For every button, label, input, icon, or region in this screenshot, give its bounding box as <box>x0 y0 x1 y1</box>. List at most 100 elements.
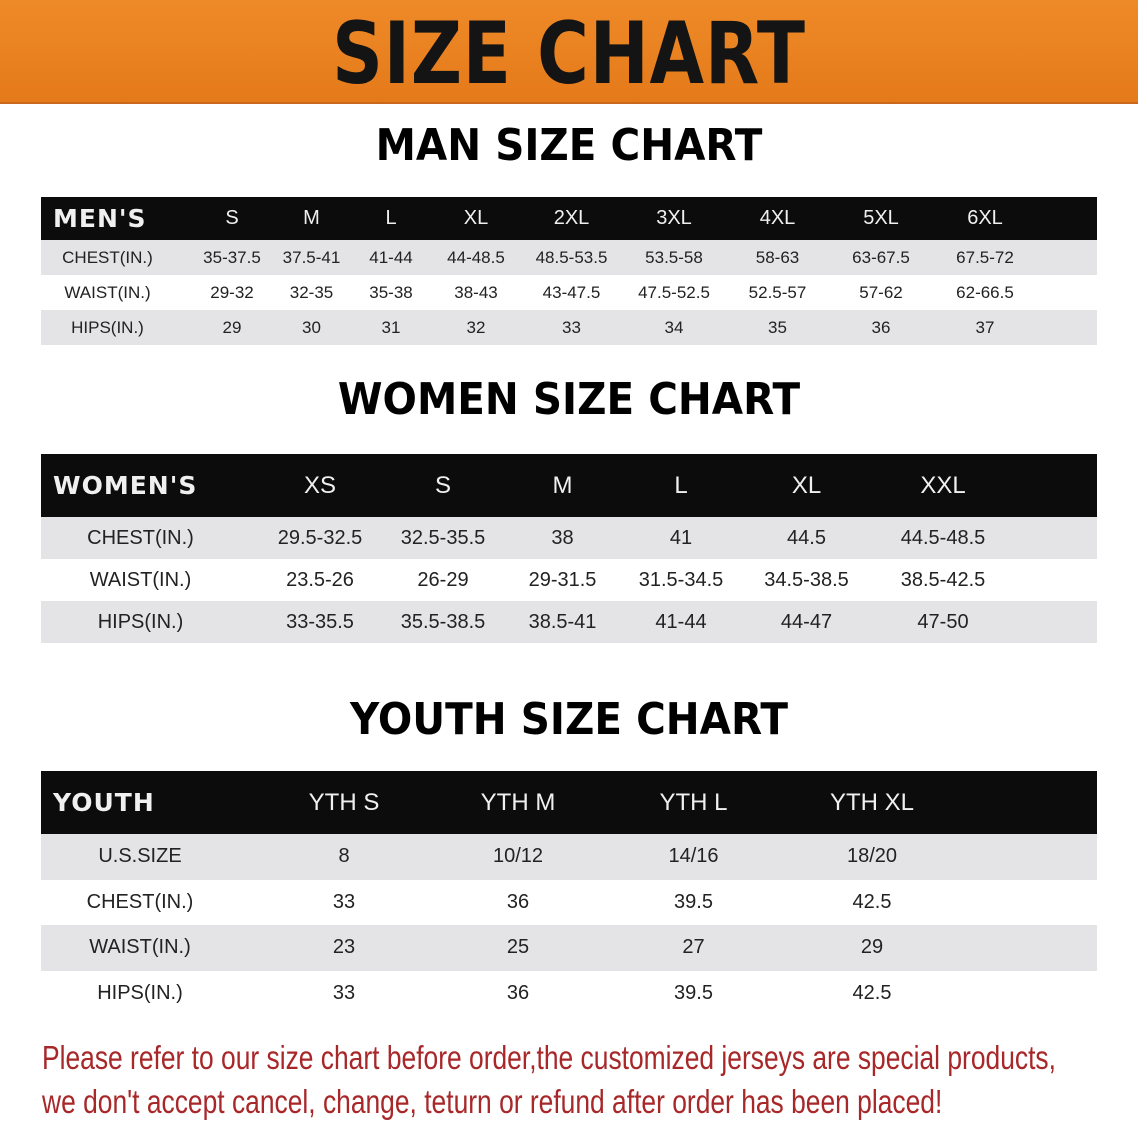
table-cell: 29 <box>222 317 242 337</box>
table-cell: 67.5-72 <box>956 247 1014 267</box>
table-cell: 29 <box>860 936 884 959</box>
table-cell: 18/20 <box>846 845 898 868</box>
table-cell: 38.5-41 <box>528 610 597 633</box>
table-cell: 39.5 <box>674 981 713 1004</box>
row-label: U.S.SIZE <box>98 845 182 868</box>
table-cell: 14/16 <box>668 845 719 868</box>
size-header: XL <box>463 207 489 229</box>
table-cell: 38-43 <box>454 282 498 302</box>
table-cell: 10/12 <box>492 845 544 868</box>
order-note: Please refer to our size chart before or… <box>42 1036 1056 1124</box>
table-cell: 36 <box>506 890 530 913</box>
table-cell: 63-67.5 <box>852 247 910 267</box>
row-label: HIPS(IN.) <box>97 610 184 633</box>
row-label: HIPS(IN.) <box>97 981 183 1004</box>
table-cell: 32 <box>466 317 486 337</box>
row-label: WAIST(IN.) <box>64 282 151 302</box>
banner-title: SIZE CHART <box>332 4 806 104</box>
table-cell: 33 <box>332 981 356 1004</box>
table-cell: 34.5-38.5 <box>764 568 849 591</box>
table-row: CHEST(IN.) 29.5-32.5 32.5-35.5 38 41 44.5 44.5… <box>41 517 1097 559</box>
table-cell: 29-32 <box>210 282 254 302</box>
table-header-row: YOUTH YTH S YTH M YTH L YTH XL <box>41 771 1097 834</box>
size-header: 4XL <box>759 207 796 229</box>
table-row: WAIST(IN.) 23.5-26 26-29 29-31.5 31.5-34.5 34… <box>41 559 1097 601</box>
size-header: S <box>225 207 239 229</box>
table-cell: 44.5 <box>787 526 826 549</box>
table-cell: 27 <box>682 936 705 959</box>
table-cell: 41 <box>669 526 693 549</box>
table-cell: 44-47 <box>780 610 833 633</box>
table-cell: 37.5-41 <box>282 247 341 267</box>
row-label: WAIST(IN.) <box>89 568 192 591</box>
women-section-title: WOMEN SIZE CHART <box>337 374 801 425</box>
size-header: XXL <box>920 471 966 499</box>
table-row: WAIST(IN.) 23 25 27 29 <box>41 925 1097 971</box>
table-cell: 34 <box>664 317 684 337</box>
size-header: 2XL <box>553 207 590 229</box>
table-cell: 58-63 <box>755 247 800 267</box>
table-cell: 44.5-48.5 <box>900 526 986 549</box>
table-header-row: WOMEN'S XS S M L XL XXL <box>41 454 1097 517</box>
table-cell: 31 <box>381 317 401 337</box>
table-row: U.S.SIZE 8 10/12 14/16 18/20 <box>41 834 1097 880</box>
table-header-row: MEN'S S M L XL 2XL 3XL 4XL 5XL 6XL <box>41 197 1097 240</box>
table-cell: 29-31.5 <box>528 568 597 591</box>
table-cell: 52.5-57 <box>748 282 807 302</box>
row-label: CHEST(IN.) <box>86 890 194 913</box>
size-header: YTH L <box>659 788 728 816</box>
note-line-2: we don't accept cancel, change, teturn o… <box>42 1083 943 1120</box>
size-header: S <box>434 471 451 499</box>
size-header: XS <box>303 471 336 499</box>
banner: SIZE CHART <box>0 0 1138 104</box>
row-label: WAIST(IN.) <box>89 936 191 959</box>
table-cell: 8 <box>338 845 350 868</box>
size-header: YTH XL <box>829 788 915 816</box>
size-header: 5XL <box>863 207 899 229</box>
table-row: CHEST(IN.) 35-37.5 37.5-41 41-44 44-48.5 48.5… <box>41 240 1097 275</box>
table-cell: 36 <box>506 981 530 1004</box>
size-header: M <box>552 471 573 499</box>
table-cell: 32.5-35.5 <box>400 526 486 549</box>
table-row: HIPS(IN.) 33-35.5 35.5-38.5 38.5-41 41-44 44-… <box>41 601 1097 643</box>
men-size-table: MEN'S S M L XL 2XL 3XL 4XL 5XL 6XL CHEST(IN.) 35-37… <box>41 197 1097 345</box>
men-section-title: MAN SIZE CHART <box>375 120 763 171</box>
row-label: HIPS(IN.) <box>71 317 144 337</box>
header-label: MEN'S <box>53 204 147 233</box>
size-header: YTH S <box>308 788 380 816</box>
table-cell: 41-44 <box>369 247 413 267</box>
table-cell: 30 <box>302 317 321 337</box>
table-cell: 33 <box>562 317 581 337</box>
size-header: YTH M <box>480 788 556 816</box>
women-size-table: WOMEN'S XS S M L XL XXL CHEST(IN.) 29.5-32.5 32.5… <box>41 454 1097 643</box>
table-cell: 38 <box>551 526 574 549</box>
table-row: HIPS(IN.) 29 30 31 32 33 34 35 36 37 <box>41 310 1097 345</box>
size-header: M <box>303 207 320 229</box>
table-cell: 33-35.5 <box>286 610 354 633</box>
size-header: XL <box>791 471 822 499</box>
table-cell: 44-48.5 <box>447 247 505 267</box>
table-cell: 23.5-26 <box>286 568 354 591</box>
table-cell: 32-35 <box>289 282 334 302</box>
table-cell: 35-38 <box>369 282 413 302</box>
table-cell: 48.5-53.5 <box>535 247 608 267</box>
table-cell: 39.5 <box>674 890 713 913</box>
table-row: WAIST(IN.) 29-32 32-35 35-38 38-43 43-47.5 47.… <box>41 275 1097 310</box>
table-cell: 26-29 <box>417 568 469 591</box>
size-header: 6XL <box>967 207 1003 229</box>
table-cell: 35 <box>768 317 787 337</box>
table-row: HIPS(IN.) 33 36 39.5 42.5 <box>41 970 1097 1016</box>
table-cell: 53.5-58 <box>645 247 703 267</box>
table-cell: 31.5-34.5 <box>638 568 724 591</box>
row-label: CHEST(IN.) <box>62 247 153 267</box>
size-header: L <box>385 207 397 229</box>
table-cell: 47.5-52.5 <box>638 282 710 302</box>
table-cell: 37 <box>975 317 995 337</box>
table-cell: 35.5-38.5 <box>400 610 486 633</box>
youth-size-table: YOUTH YTH S YTH M YTH L YTH XL U.S.SIZE 8 10/12… <box>41 771 1097 1016</box>
table-cell: 43-47.5 <box>542 282 601 302</box>
table-cell: 42.5 <box>852 981 892 1004</box>
header-label: YOUTH <box>53 788 155 817</box>
row-label: CHEST(IN.) <box>87 526 194 549</box>
table-cell: 62-66.5 <box>956 282 1014 302</box>
